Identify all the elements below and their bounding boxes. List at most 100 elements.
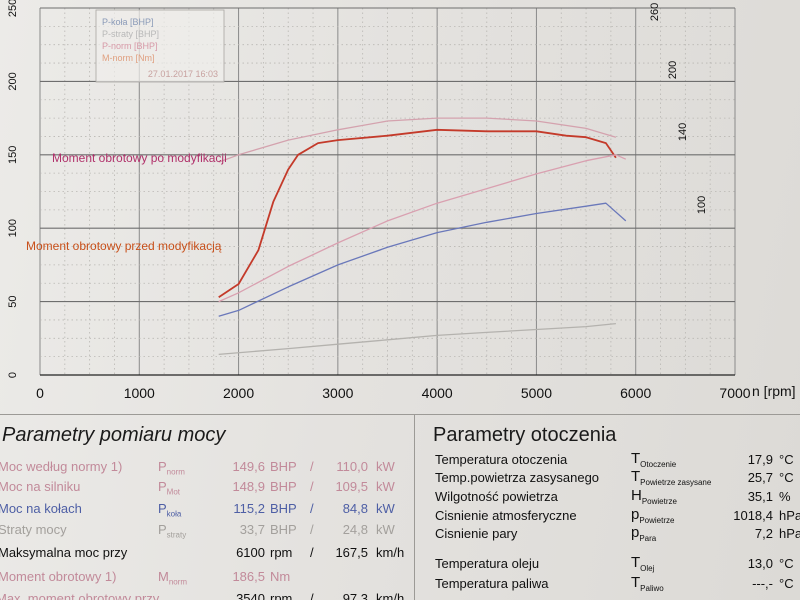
param-value-1: 115,2: [233, 501, 265, 516]
param-value-2: 84,8: [342, 501, 368, 516]
param-label: Moc na kołach: [0, 501, 82, 516]
y-tick-label: 150: [7, 146, 19, 164]
ambient-symbol: pPara: [631, 524, 657, 543]
param-label: Moc na silniku: [0, 479, 81, 494]
x-tick-label: 3000: [322, 385, 353, 401]
power-param-row: Moc na silniku PMot 148,9 BHP / 109,5 kW: [0, 479, 412, 497]
ambient-params-title: Parametry otoczenia: [433, 424, 617, 446]
param-sep: /: [310, 479, 314, 494]
ambient-unit: hPa: [779, 508, 800, 523]
series-line-0: [218, 128, 617, 298]
ambient-value: 17,9: [747, 452, 773, 467]
legend-entry: M-norm [Nm]: [102, 53, 155, 63]
ambient-label: Temperatura oleju: [435, 556, 540, 571]
param-unit-2: km/h: [376, 545, 405, 560]
power-param-row: Moc według normy 1) Pnorm 149,6 BHP / 110,0 kW: [0, 459, 412, 477]
dyno-chart: 0 1000 2000 3000 4000 5000 6000 7000 0 50 100 150 20…: [7, 0, 796, 401]
series-line-2: [218, 154, 627, 303]
ambient-unit: hPa: [779, 526, 800, 541]
x-axis-label: n [rpm]: [752, 383, 796, 399]
power-param-row: Maksymalna moc przy 6100 rpm / 167,5 km/h: [0, 545, 412, 563]
power-param-row: Moment obrotowy 1) Mnorm 186,5 Nm: [0, 569, 412, 587]
ambient-symbol: HPowietrze: [631, 487, 677, 506]
param-value-2: 24,8: [342, 522, 368, 537]
x-tick-label: 1000: [124, 385, 155, 401]
param-label: Moc według normy 1): [0, 459, 123, 474]
param-value-2: 110,0: [336, 459, 368, 474]
param-label: Moment obrotowy 1): [0, 569, 117, 584]
param-sep: /: [310, 501, 314, 516]
ambient-unit: %: [779, 489, 791, 504]
power-params-title: Parametry pomiaru mocy: [2, 424, 226, 446]
ambient-symbol: TPaliwo: [631, 574, 664, 593]
ambient-value: 1018,4: [733, 508, 773, 523]
param-label: Max. moment obrotowy przy: [0, 591, 160, 600]
ambient-symbol: pPowietrze: [631, 506, 675, 525]
ambient-label: Temperatura otoczenia: [435, 452, 568, 467]
param-value-1: 6100: [236, 545, 265, 560]
legend-entry: P-straty [BHP]: [102, 29, 159, 39]
param-unit-1: BHP: [270, 501, 297, 516]
chart-grid: [39, 7, 736, 376]
param-value-1: 33,7: [239, 522, 265, 537]
power-param-row: Moc na kołach Pkoła 115,2 BHP / 84,8 kW: [0, 501, 412, 519]
param-symbol: Pstraty: [158, 522, 187, 540]
ambient-symbol: TOtoczenie: [631, 450, 677, 469]
ambient-unit: °C: [779, 470, 794, 485]
ambient-param-row: Cisnienie pary pPara 7,2 hPa: [415, 524, 800, 544]
ambient-value: 35,1: [747, 489, 773, 504]
param-unit-2: kW: [376, 459, 395, 474]
ambient-label: Wilgotność powietrza: [435, 489, 558, 504]
y2-tick-label: 140: [677, 123, 689, 141]
chart-legend: P-koła [BHP] P-straty [BHP] P-norm [BHP] M-…: [95, 9, 225, 83]
ambient-param-row: Temp.powietrza zasysanego TPowietrze zasy…: [415, 468, 800, 488]
ambient-unit: °C: [779, 576, 794, 591]
param-symbol: Pnorm: [158, 459, 185, 477]
series-line-3: [218, 202, 627, 317]
y-tick-label: 50: [7, 295, 19, 307]
param-sep: /: [310, 591, 314, 600]
x-tick-label: 5000: [521, 385, 552, 401]
table-divider: [0, 414, 800, 415]
y2-tick-label: 260: [649, 3, 661, 21]
annotation-before-mod: Moment obrotowy przed modyfikacją: [26, 239, 222, 253]
series-line-4: [218, 322, 616, 356]
ambient-value: 13,0: [747, 556, 773, 571]
x-tick-label: 7000: [719, 385, 750, 401]
x-tick-label: 0: [36, 385, 44, 401]
y2-tick-label: 200: [667, 61, 679, 79]
y-tick-label: 200: [7, 72, 19, 90]
ambient-param-row: Temperatura oleju TOlej 13,0 °C: [415, 554, 800, 574]
legend-entry: P-koła [BHP]: [102, 17, 154, 27]
param-unit-1: BHP: [270, 522, 297, 537]
param-value-1: 186,5: [232, 569, 265, 584]
ambient-params-panel: Parametry otoczenia Temperatura otoczeni…: [414, 414, 800, 600]
param-unit-2: km/h: [376, 591, 405, 600]
power-param-row: Max. moment obrotowy przy 3540 rpm / 97,3 km/…: [0, 591, 412, 600]
ambient-symbol: TOlej: [631, 554, 655, 573]
param-value-2: 109,5: [335, 479, 368, 494]
legend-date: 27.01.2017 16:03: [148, 69, 218, 79]
series-line-1: [218, 117, 617, 163]
param-value-2: 167,5: [335, 545, 368, 560]
ambient-symbol: TPowietrze zasysane: [631, 468, 712, 487]
param-unit-1: rpm: [270, 591, 293, 600]
param-unit-1: BHP: [270, 459, 297, 474]
y-tick-label: 0: [7, 372, 19, 378]
param-value-1: 3540: [236, 591, 265, 600]
annotation-after-mod: Moment obrotowy po modyfikacji: [52, 151, 227, 165]
x-tick-label: 6000: [620, 385, 651, 401]
x-tick-label: 2000: [223, 385, 254, 401]
param-unit-1: Nm: [270, 569, 291, 584]
param-sep: /: [310, 545, 314, 560]
param-unit-1: rpm: [270, 545, 293, 560]
ambient-label: Temp.powietrza zasysanego: [435, 470, 600, 485]
ambient-label: Cisnienie pary: [435, 526, 518, 541]
x-tick-label: 4000: [422, 385, 453, 401]
param-sep: /: [310, 459, 314, 474]
param-unit-2: kW: [376, 501, 395, 516]
param-label: Maksymalna moc przy: [0, 545, 128, 560]
power-param-row: Straty mocy Pstraty 33,7 BHP / 24,8 kW: [0, 522, 412, 540]
legend-frame: [95, 9, 225, 83]
